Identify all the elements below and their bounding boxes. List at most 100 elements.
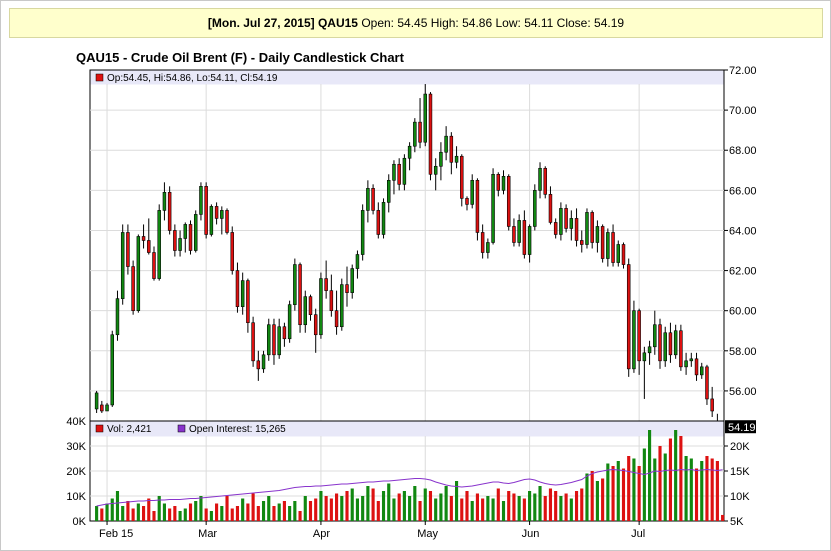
- candle-body: [522, 220, 527, 255]
- candle-body: [392, 163, 396, 181]
- candle-body: [371, 188, 375, 211]
- candle-body: [611, 232, 615, 263]
- x-tick-label: Jun: [522, 528, 540, 540]
- volume-bar: [246, 503, 250, 521]
- volume-bar: [220, 506, 224, 521]
- candle-body: [214, 206, 219, 219]
- volume-bar: [668, 438, 673, 521]
- candle-body: [162, 192, 167, 211]
- volume-bar: [721, 514, 725, 521]
- candle-body: [152, 252, 156, 279]
- volume-bar: [329, 498, 333, 521]
- volume-bar: [684, 456, 688, 521]
- candle-body: [131, 266, 135, 311]
- candle-body: [543, 167, 547, 195]
- volume-bar: [606, 463, 610, 521]
- volume-bar: [496, 488, 500, 521]
- candle-body: [418, 121, 422, 143]
- volume-bar: [428, 491, 433, 521]
- candle-body: [173, 230, 177, 251]
- volume-bar: [627, 456, 631, 521]
- candle-body: [105, 404, 109, 412]
- candle-body: [616, 244, 621, 263]
- volume-bar: [319, 491, 323, 521]
- volume-bar: [715, 461, 719, 521]
- candle-body: [193, 214, 198, 251]
- volume-bar: [475, 493, 479, 521]
- candle-body: [564, 208, 568, 229]
- candle-body: [533, 190, 537, 227]
- candle-body: [277, 326, 281, 356]
- volume-bar: [392, 498, 396, 521]
- volume-bar: [110, 498, 114, 521]
- volume-tick-label: 20K: [66, 466, 86, 478]
- ohlc-header-bar: [Mon. Jul 27, 2015] QAU15 Open: 54.45 Hi…: [9, 8, 823, 38]
- volume-bar: [288, 506, 292, 521]
- volume-bar: [215, 503, 219, 521]
- volume-bar: [235, 506, 240, 521]
- candle-body: [433, 165, 438, 175]
- candle-body: [454, 155, 459, 163]
- volume-bar: [256, 506, 260, 521]
- candle-body: [209, 206, 214, 235]
- volume-bar: [423, 488, 427, 521]
- candle-body: [110, 334, 114, 406]
- candle-body: [423, 93, 427, 143]
- volume-bar: [611, 466, 615, 521]
- volume-bar: [694, 468, 699, 521]
- price-tick-label: 56.00: [729, 386, 757, 398]
- oi-legend-swatch: [177, 424, 186, 433]
- volume-bar: [100, 508, 104, 521]
- price-tick-label: 68.00: [729, 145, 757, 157]
- x-tick-label: Apr: [313, 528, 330, 540]
- candle-body: [700, 366, 704, 376]
- candle-body: [167, 192, 172, 231]
- candle-body: [115, 298, 120, 336]
- volume-bar: [345, 491, 349, 521]
- header-close: 54.19: [594, 16, 625, 30]
- candle-body: [199, 186, 203, 215]
- oi-tick-label: 5K: [730, 516, 744, 528]
- candle-body: [251, 322, 255, 362]
- volume-bar: [131, 508, 135, 521]
- oi-tick-label: 10K: [730, 491, 750, 503]
- volume-bar: [308, 501, 313, 521]
- volume-bar: [147, 498, 151, 521]
- candle-body: [632, 310, 636, 370]
- header-close-label: Close:: [556, 16, 591, 30]
- candle-body: [220, 210, 224, 219]
- volume-bar: [366, 486, 370, 521]
- volume-bar: [204, 508, 208, 521]
- candle-body: [240, 280, 245, 307]
- candle-body: [428, 93, 433, 175]
- candle-body: [355, 254, 360, 269]
- candle-body: [569, 218, 574, 229]
- candle-body: [673, 330, 678, 356]
- candle-body: [334, 310, 339, 328]
- volume-bar: [209, 511, 213, 521]
- oi-legend: Open Interest: 15,265: [189, 424, 286, 435]
- candle-body: [486, 242, 490, 253]
- price-legend-swatch: [95, 73, 104, 82]
- volume-legend: Vol: 2,421: [107, 424, 152, 435]
- candle-body: [705, 366, 709, 400]
- volume-bar: [355, 498, 360, 521]
- volume-bar: [460, 498, 464, 521]
- candle-body: [465, 198, 469, 205]
- candle-body: [136, 236, 141, 311]
- candle-body: [574, 218, 579, 241]
- candle-body: [366, 188, 370, 211]
- volume-bar: [637, 466, 641, 521]
- volume-bar: [418, 501, 422, 521]
- candle-body: [496, 173, 501, 191]
- candle-body: [600, 226, 605, 259]
- volume-bar: [507, 491, 511, 521]
- candle-body: [340, 284, 344, 328]
- candle-body: [141, 236, 146, 241]
- candle-body: [647, 346, 652, 354]
- candle-body: [282, 326, 287, 340]
- volume-bar: [601, 478, 605, 521]
- volume-tick-label: 10K: [66, 491, 86, 503]
- candle-body: [287, 304, 292, 340]
